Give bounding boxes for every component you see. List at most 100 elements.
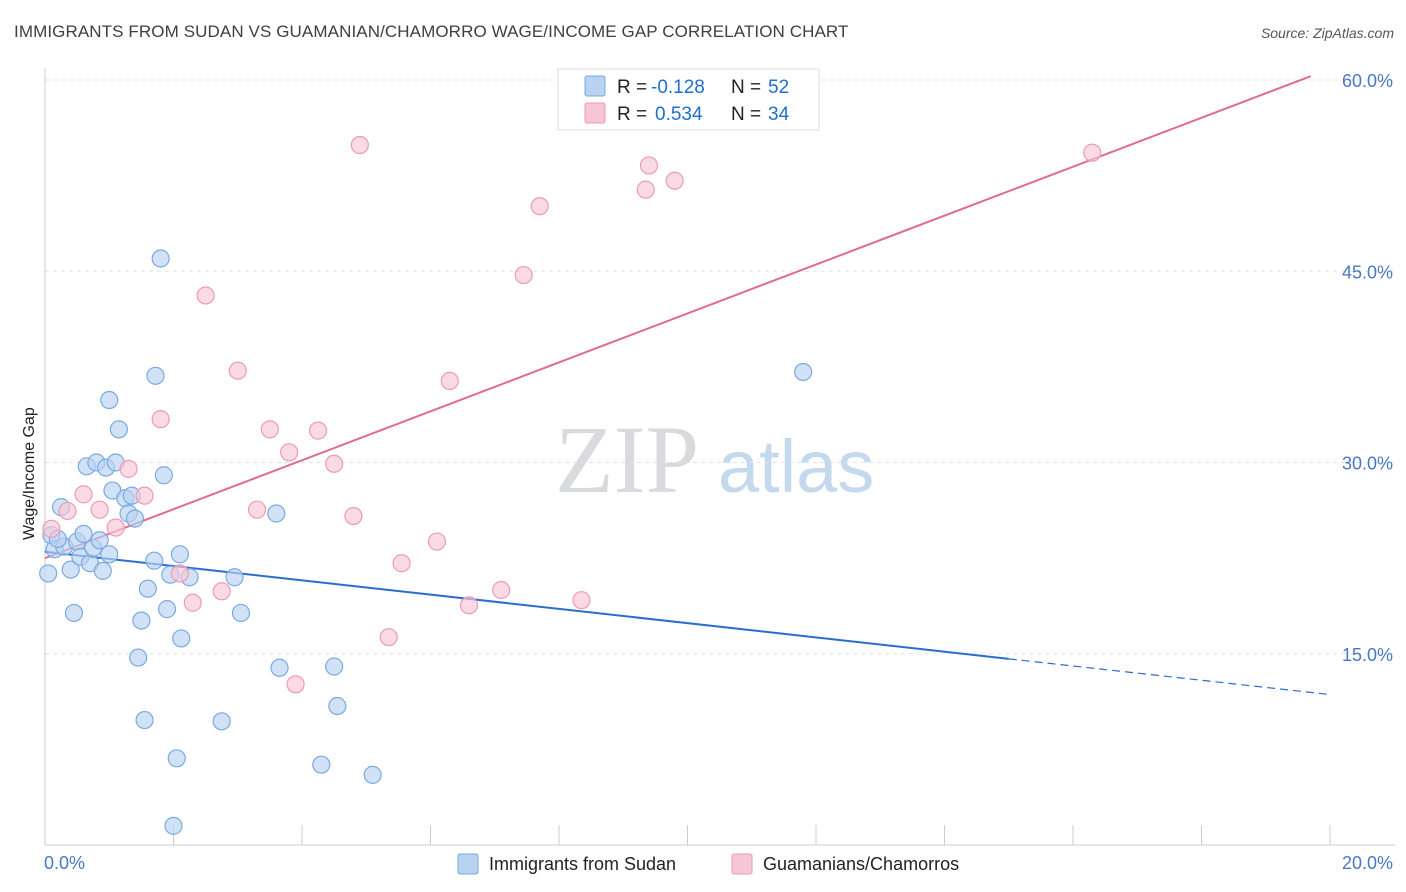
legend-n-value-1: 52 [768, 77, 789, 98]
guamanian-point-21 [379, 628, 398, 647]
guamanian-point-20 [350, 135, 369, 155]
sudan-point-9 [74, 524, 93, 544]
sudan-point-43 [267, 504, 286, 523]
y-tick-label-0: 15.0% [1342, 645, 1393, 665]
sudan-point-28 [138, 579, 157, 598]
sudan-point-48 [363, 765, 382, 784]
guamanian-point-31 [639, 156, 659, 175]
guamanian-point-14 [260, 420, 279, 439]
sudan-point-37 [170, 545, 190, 564]
sudan-trend-line [44, 550, 1009, 660]
sudan-point-49 [794, 362, 813, 382]
guamanian-point-3 [90, 500, 109, 519]
sudan-point-42 [231, 603, 251, 623]
guamanian-point-29 [572, 591, 591, 610]
sudan-trend-line-extension [1008, 658, 1331, 696]
guamanian-point-6 [135, 486, 154, 505]
sudan-point-32 [154, 466, 173, 485]
guamanian-point-22 [392, 554, 411, 573]
sudan-point-40 [212, 712, 231, 731]
sudan-point-46 [325, 657, 344, 676]
sudan-point-44 [270, 658, 289, 677]
guamanian-point-30 [636, 180, 655, 199]
legend-swatch-pink [584, 102, 606, 124]
guamanian-point-33 [1083, 143, 1102, 162]
sudan-point-51 [100, 545, 119, 564]
guamanian-point-28 [530, 197, 549, 216]
source-label: Source: ZipAtlas.com [1260, 25, 1394, 41]
data-points [39, 135, 1102, 835]
guamanian-point-4 [106, 518, 125, 537]
sudan-point-36 [167, 749, 186, 768]
sudan-point-31 [151, 249, 170, 268]
guamanian-point-1 [58, 501, 77, 521]
gridlines [45, 79, 1395, 655]
guamanian-point-19 [344, 506, 363, 526]
series-legend-swatch-guamanian [731, 853, 753, 875]
y-tick-label-3: 60.0% [1342, 71, 1393, 91]
guamanian-point-9 [183, 593, 202, 612]
sudan-point-45 [312, 755, 331, 774]
guamanian-point-26 [492, 580, 511, 600]
tick-labels: 15.0% 30.0% 45.0% 60.0% 0.0% 20.0% [44, 71, 1393, 873]
guamanian-point-8 [170, 564, 190, 583]
series-legend-swatch-sudan [457, 853, 479, 875]
guamanian-point-0 [42, 519, 61, 538]
guamanian-point-18 [325, 454, 344, 473]
sudan-point-20 [109, 420, 128, 439]
watermark-zip: ZIP [555, 406, 699, 513]
legend-r-label-2: R = [617, 104, 647, 125]
sudan-point-0 [39, 564, 58, 583]
sudan-point-5 [61, 560, 80, 579]
series-legend-label-guamanian: Guamanians/Chamorros [763, 854, 959, 874]
legend-r-value-2: 0.534 [655, 104, 703, 125]
sudan-point-17 [100, 390, 119, 410]
sudan-point-26 [132, 611, 151, 630]
legend-n-value-2: 34 [768, 104, 790, 125]
trend-lines [44, 75, 1331, 696]
sudan-point-25 [129, 648, 148, 667]
guamanian-point-27 [514, 265, 533, 285]
sudan-point-30 [146, 366, 165, 385]
guamanian-point-2 [74, 485, 93, 504]
y-axis-title: Wage/Income Gap [21, 407, 38, 540]
series-legend: Immigrants from Sudan Guamanians/Chamorr… [457, 853, 959, 875]
sudan-point-6 [64, 603, 84, 623]
legend-n-label-2: N = [731, 104, 761, 125]
sudan-point-14 [90, 531, 109, 550]
guamanian-point-23 [427, 532, 447, 551]
series-legend-label-sudan: Immigrants from Sudan [489, 854, 676, 874]
sudan-point-24 [125, 509, 145, 528]
sudan-point-35 [164, 816, 183, 835]
sudan-point-15 [93, 561, 112, 580]
guamanian-point-16 [286, 675, 305, 694]
sudan-point-47 [328, 696, 347, 716]
watermark-atlas: atlas [718, 425, 874, 508]
sudan-point-27 [135, 710, 154, 730]
guamanian-point-15 [280, 443, 299, 462]
axes [44, 68, 1395, 846]
guamanian-point-11 [212, 582, 231, 601]
legend-r-label-1: R = [617, 77, 647, 98]
x-tick-label-0: 0.0% [44, 853, 85, 873]
x-tick-label-1: 20.0% [1342, 853, 1393, 873]
sudan-point-33 [157, 600, 177, 619]
legend-n-label-1: N = [731, 77, 761, 98]
stats-legend: R = -0.128 N = 52 R = 0.534 N = 34 [557, 68, 820, 131]
y-tick-label-2: 45.0% [1342, 262, 1393, 282]
guamanian-point-13 [247, 500, 267, 519]
chart-title: IMMIGRANTS FROM SUDAN VS GUAMANIAN/CHAMO… [14, 22, 849, 41]
legend-swatch-blue [584, 75, 606, 97]
sudan-point-29 [145, 551, 164, 570]
guamanian-point-32 [665, 171, 684, 190]
guamanian-point-24 [440, 371, 459, 390]
guamanian-point-10 [196, 286, 215, 305]
guamanian-point-25 [459, 596, 479, 615]
sudan-point-41 [225, 568, 244, 587]
y-tick-label-1: 30.0% [1342, 454, 1393, 474]
guamanian-point-5 [119, 459, 138, 478]
sudan-point-38 [172, 629, 191, 648]
guamanian-point-7 [151, 410, 170, 429]
guamanian-point-17 [308, 421, 328, 440]
